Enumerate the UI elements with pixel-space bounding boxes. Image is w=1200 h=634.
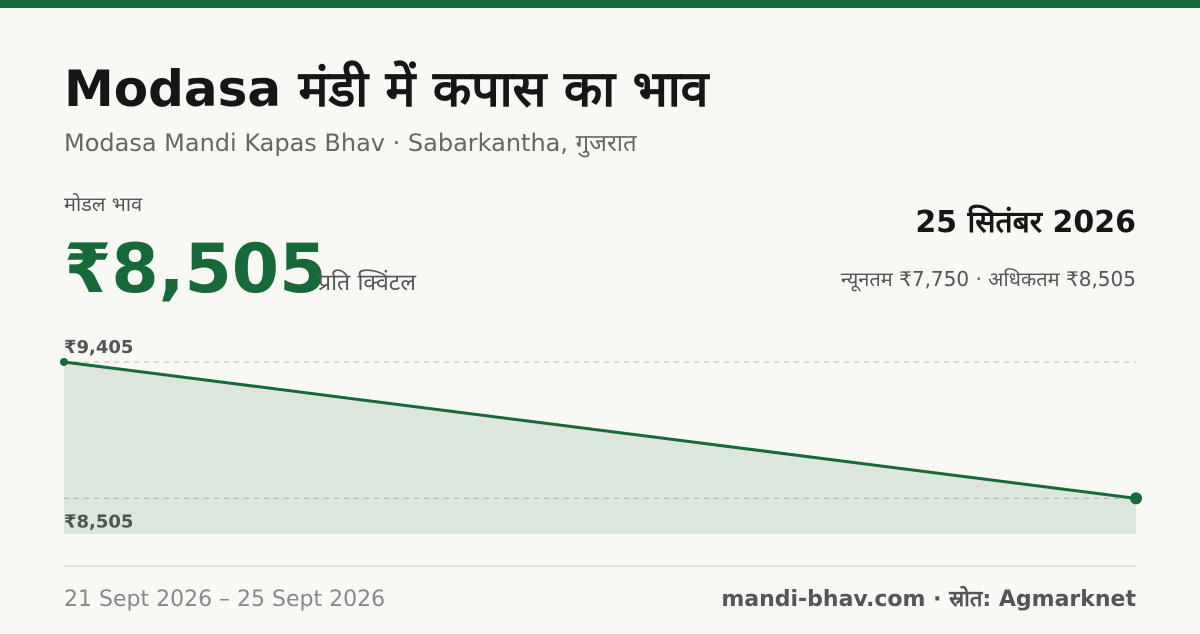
- y-tick-label: ₹8,505: [64, 511, 133, 532]
- point: [60, 358, 68, 366]
- footer-source: mandi-bhav.com · स्रोत: Agmarknet: [721, 585, 1136, 612]
- title: Modasa मंडी में कपास का भाव: [64, 60, 711, 118]
- area: [64, 362, 1136, 534]
- price-date: 25 सितंबर 2026: [915, 204, 1136, 240]
- price-label: मोडल भाव: [64, 192, 143, 216]
- footer-date-range: 21 Sept 2026 – 25 Sept 2026: [64, 587, 385, 612]
- top-bar: [0, 0, 1200, 8]
- price-unit: प्रति क्विंटल: [318, 269, 416, 296]
- subtitle: Modasa Mandi Kapas Bhav · Sabarkantha, ग…: [64, 129, 638, 158]
- price-value: ₹8,505: [64, 230, 326, 309]
- price-range: न्यूनतम ₹7,750 · अधिकतम ₹8,505: [841, 267, 1136, 292]
- point: [1130, 492, 1142, 505]
- line: [63, 360, 1137, 500]
- y-tick-label: ₹9,405: [64, 337, 133, 358]
